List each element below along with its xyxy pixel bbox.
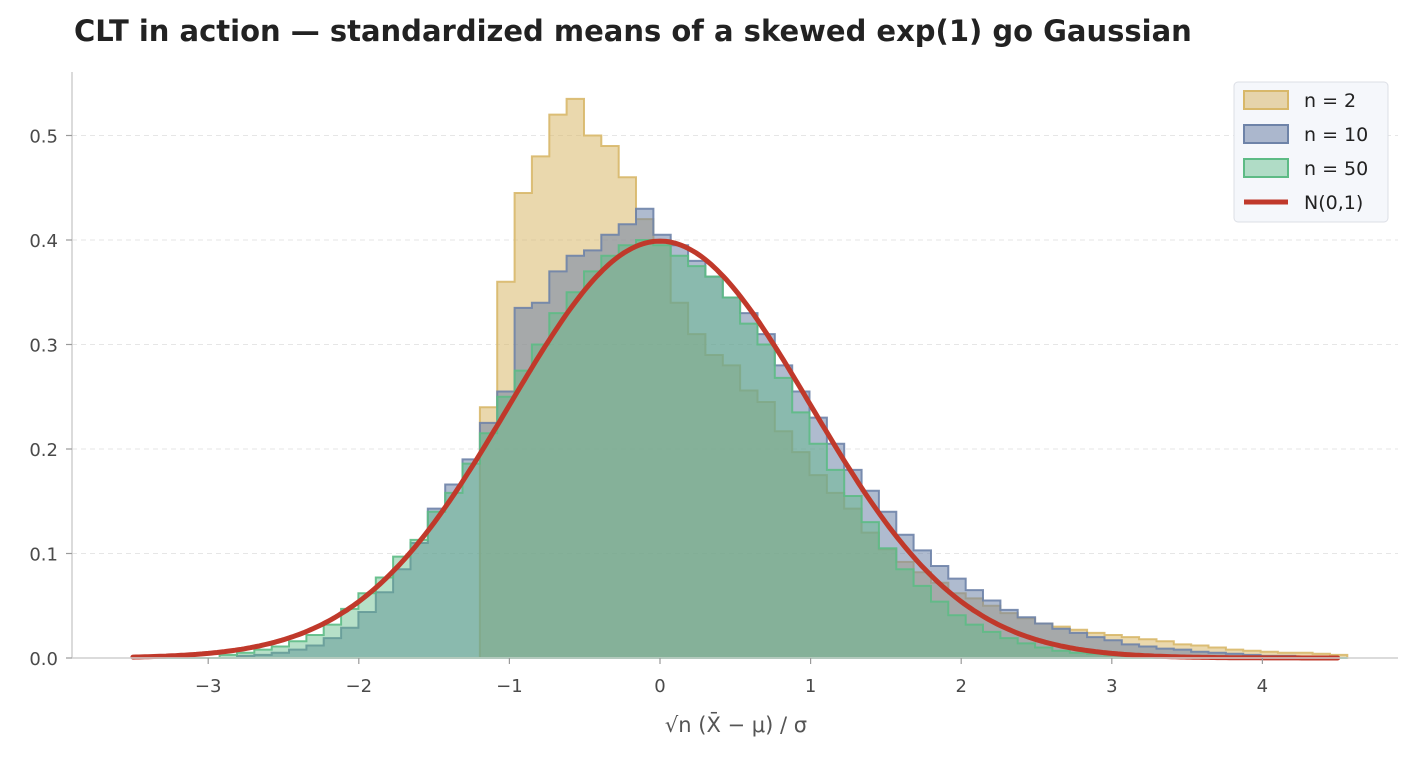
legend-swatch [1243, 158, 1289, 178]
normal-curve [130, 238, 1341, 661]
y-tick-label: 0.4 [29, 231, 58, 252]
normal-pdf-line [130, 238, 1341, 661]
x-tick-label: 1 [805, 676, 816, 697]
legend: n = 2 n = 10 n = 50 N(0,1) [1233, 81, 1389, 223]
y-tick-label: 0.5 [29, 127, 58, 148]
x-tick-label: −2 [346, 676, 373, 697]
legend-label: n = 2 [1304, 90, 1356, 112]
x-tick-label: 2 [955, 676, 966, 697]
gridlines [72, 135, 1398, 554]
x-tick-labels: −3 −2 −1 0 1 2 3 4 [195, 658, 1268, 697]
histogram-series [132, 97, 1349, 659]
y-tick-label: 0.3 [29, 336, 58, 357]
x-tick-label: −3 [195, 676, 222, 697]
legend-box [1233, 81, 1389, 223]
y-tick-label: 0.0 [29, 649, 58, 670]
legend-label: n = 50 [1304, 158, 1368, 180]
y-tick-labels: 0.0 0.1 0.2 0.3 0.4 0.5 [29, 127, 72, 670]
x-axis-label: √n (X̄ − μ) / σ [665, 712, 807, 737]
x-tick-label: −1 [496, 676, 523, 697]
legend-swatch [1243, 124, 1289, 144]
y-tick-label: 0.1 [29, 545, 58, 566]
x-tick-label: 0 [654, 676, 665, 697]
chart-title: CLT in action — standardized means of a … [74, 14, 1192, 48]
legend-label: N(0,1) [1304, 192, 1363, 214]
legend-swatch [1243, 90, 1289, 110]
axes [71, 72, 1398, 659]
x-tick-label: 4 [1257, 676, 1268, 697]
legend-label: n = 10 [1304, 124, 1368, 146]
y-tick-label: 0.2 [29, 440, 58, 461]
x-tick-label: 3 [1106, 676, 1117, 697]
